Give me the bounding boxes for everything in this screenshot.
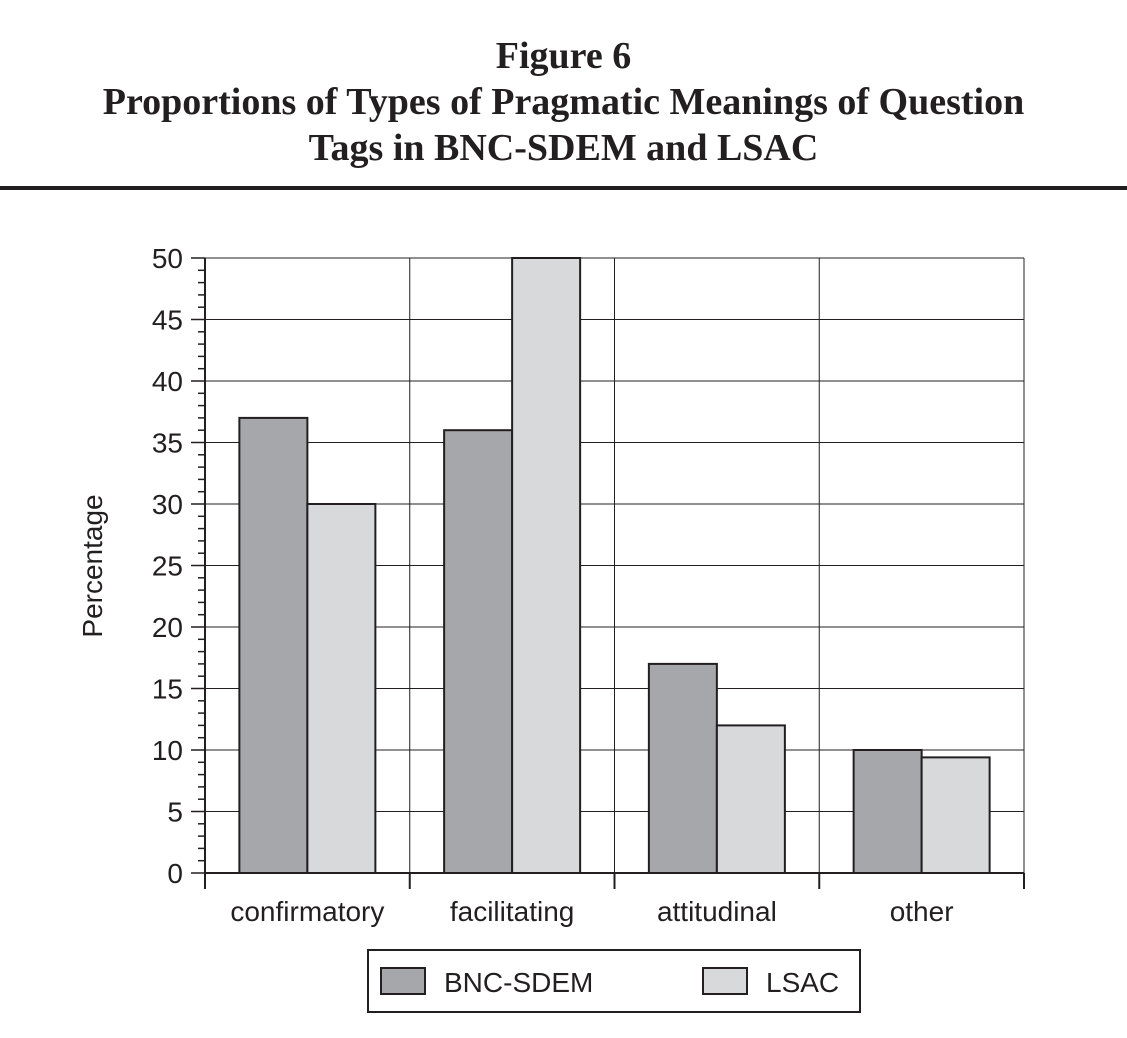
y-tick-label: 45: [152, 305, 183, 336]
bar-bnc-sdem-facilitating: [443, 429, 514, 874]
x-tick-label-other: other: [890, 896, 954, 927]
y-tick-label: 10: [152, 735, 183, 766]
bar-bnc-sdem-attitudinal: [647, 662, 718, 875]
figure-caption-line-2: Tags in BNC-SDEM and LSAC: [308, 127, 819, 169]
header-rule: [0, 186, 1127, 190]
legend: BNC-SDEM LSAC: [367, 949, 861, 1013]
bar-bnc-sdem-confirmatory: [238, 416, 309, 874]
y-axis-label: Percentage: [77, 494, 108, 637]
legend-swatch-lsac: [702, 967, 748, 995]
y-tick-label: 20: [152, 612, 183, 643]
x-tick-label-confirmatory: confirmatory: [230, 896, 384, 927]
y-tick-label: 40: [152, 366, 183, 397]
figure-caption-line-1: Proportions of Types of Pragmatic Meanin…: [102, 81, 1025, 123]
y-tick-label: 0: [167, 858, 183, 889]
bar-lsac-confirmatory: [306, 503, 377, 874]
y-ticks: 0 5 10 15 20 25 30 35 40 45 50: [152, 243, 205, 889]
bar-lsac-other: [920, 756, 991, 875]
x-tick-label-attitudinal: attitudinal: [657, 896, 777, 927]
legend-label-bnc-sdem: BNC-SDEM: [444, 967, 593, 998]
x-ticks: confirmatory facilitating attitudinal other: [204, 873, 1025, 927]
y-tick-label: 5: [167, 797, 183, 828]
bars: [238, 257, 991, 875]
y-tick-label: 35: [152, 428, 183, 459]
y-tick-label: 30: [152, 489, 183, 520]
bar-lsac-facilitating: [511, 257, 582, 874]
x-tick-label-facilitating: facilitating: [450, 896, 575, 927]
y-tick-label: 50: [152, 243, 183, 274]
legend-box: [367, 949, 861, 1013]
y-tick-label: 25: [152, 551, 183, 582]
y-tick-label: 15: [152, 674, 183, 705]
figure-label: Figure 6: [495, 35, 632, 77]
bar-bnc-sdem-other: [852, 749, 923, 874]
legend-swatch-bnc-sdem: [380, 967, 426, 995]
legend-label-lsac: LSAC: [766, 967, 839, 998]
bar-lsac-attitudinal: [715, 724, 786, 875]
